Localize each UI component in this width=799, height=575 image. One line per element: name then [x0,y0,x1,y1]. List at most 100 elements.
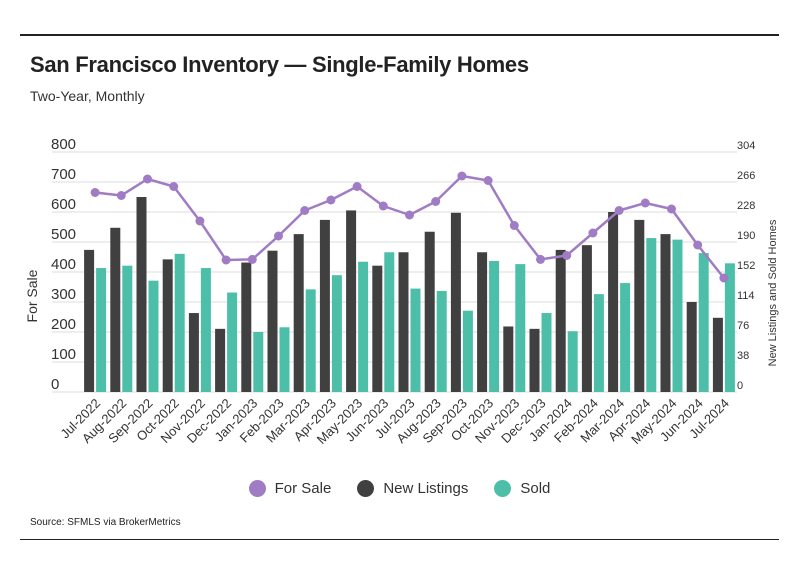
bottom-rule [20,539,779,540]
left-tick-label: 0 [51,376,59,393]
left-tick-label: 700 [51,166,76,183]
legend-label-sold: Sold [520,480,551,497]
new-listings-bar [660,234,671,392]
for-sale-point [693,240,703,250]
sold-bar [515,264,526,392]
new-listings-bar [398,252,409,392]
new-listings-bar [241,262,252,392]
for-sale-point [536,254,545,264]
new-listings-bar [346,210,357,392]
legend-item-new-listings[interactable]: New Listings [357,480,468,497]
for-sale-point [431,197,441,206]
sold-bar [672,239,683,392]
left-tick-label: 400 [51,256,76,273]
sold-bar [331,275,342,392]
right-axis-ticks: 304 266 228 190 152 114 76 38 0 [737,140,755,392]
legend-label-for-sale: For Sale [274,480,332,497]
for-sale-swatch-icon [248,480,266,497]
for-sale-point [195,216,205,226]
sold-swatch-icon [494,480,512,497]
new-listings-bar [712,317,723,392]
new-listings-bar [424,231,435,392]
for-sale-point [457,171,467,181]
left-tick-label: 500 [51,226,76,243]
for-sale-point [719,273,729,283]
new-listings-bar [477,252,488,392]
new-listings-swatch-icon [357,480,375,497]
legend: For Sale New Listings Sold [0,480,799,497]
sold-bar [698,253,709,392]
sold-bar [279,327,290,392]
sold-bar [227,292,238,392]
for-sale-point [247,254,257,264]
for-sale-point [562,251,572,260]
sold-bar [305,289,316,392]
sold-bar [96,268,107,392]
new-listings-bar [529,328,540,392]
left-tick-label: 100 [51,346,76,363]
sold-bar [358,261,369,392]
top-rule [20,34,779,36]
for-sale-point [405,210,414,220]
new-listings-bar [581,245,592,392]
right-tick-label: 76 [737,320,749,332]
right-tick-label: 114 [737,290,755,302]
new-listings-bar [110,227,121,392]
legend-item-for-sale[interactable]: For Sale [248,480,332,497]
for-sale-series-line [94,174,725,279]
for-sale-point [483,176,493,185]
sold-bar [436,290,447,392]
for-sale-point [614,206,624,215]
new-listings-bar [215,328,226,392]
chart-subtitle: Two-Year, Monthly [30,88,145,104]
right-tick-label: 152 [737,260,755,272]
sold-bar [148,280,159,392]
new-listings-bar [686,302,697,392]
for-sale-point [352,182,362,191]
left-axis-label: For Sale [24,269,40,322]
new-listings-bar [450,212,461,392]
left-tick-label: 200 [51,316,76,333]
sold-bar [410,288,421,392]
sold-bar [462,310,473,392]
new-listings-bar [319,219,330,392]
sold-bar [567,331,578,392]
for-sale-point [509,221,519,230]
for-sale-point [274,231,283,241]
sold-bar [489,260,500,392]
new-listings-bar [84,249,95,392]
sold-bar [620,283,631,392]
right-tick-label: 38 [737,350,749,362]
sold-bar [253,332,264,392]
bars [84,197,735,392]
legend-label-new-listings: New Listings [383,480,469,497]
sold-bar [174,253,185,392]
chart-title: San Francisco Inventory — Single-Family … [30,52,529,77]
right-tick-label: 190 [737,230,755,242]
new-listings-bar [267,250,278,392]
legend-item-sold[interactable]: Sold [494,480,550,497]
new-listings-bar [503,326,514,392]
x-axis-ticks: Jul-2022Aug-2022Sep-2022Oct-2022Nov-2022… [57,396,732,447]
for-sale-point [169,182,179,191]
new-listings-bar [634,219,645,392]
left-axis-ticks: 800 700 600 500 400 300 200 100 0 [51,136,76,393]
for-sale-point [300,206,310,215]
sold-bar [122,265,133,392]
for-sale-point [667,204,676,214]
new-listings-bar [608,212,619,392]
right-axis-label: New Listings and Sold Homes [767,219,779,366]
sold-bar [541,313,552,392]
right-tick-label: 304 [737,140,755,152]
for-sale-point [143,174,152,184]
left-tick-label: 600 [51,196,76,213]
new-listings-bar [136,197,147,392]
right-tick-label: 0 [737,380,743,392]
sold-bar [593,294,604,392]
right-tick-label: 228 [737,200,755,212]
sold-bar [724,263,735,392]
for-sale-point [221,255,231,265]
new-listings-bar [372,265,383,392]
for-sale-point [90,188,100,197]
for-sale-line [90,171,729,283]
